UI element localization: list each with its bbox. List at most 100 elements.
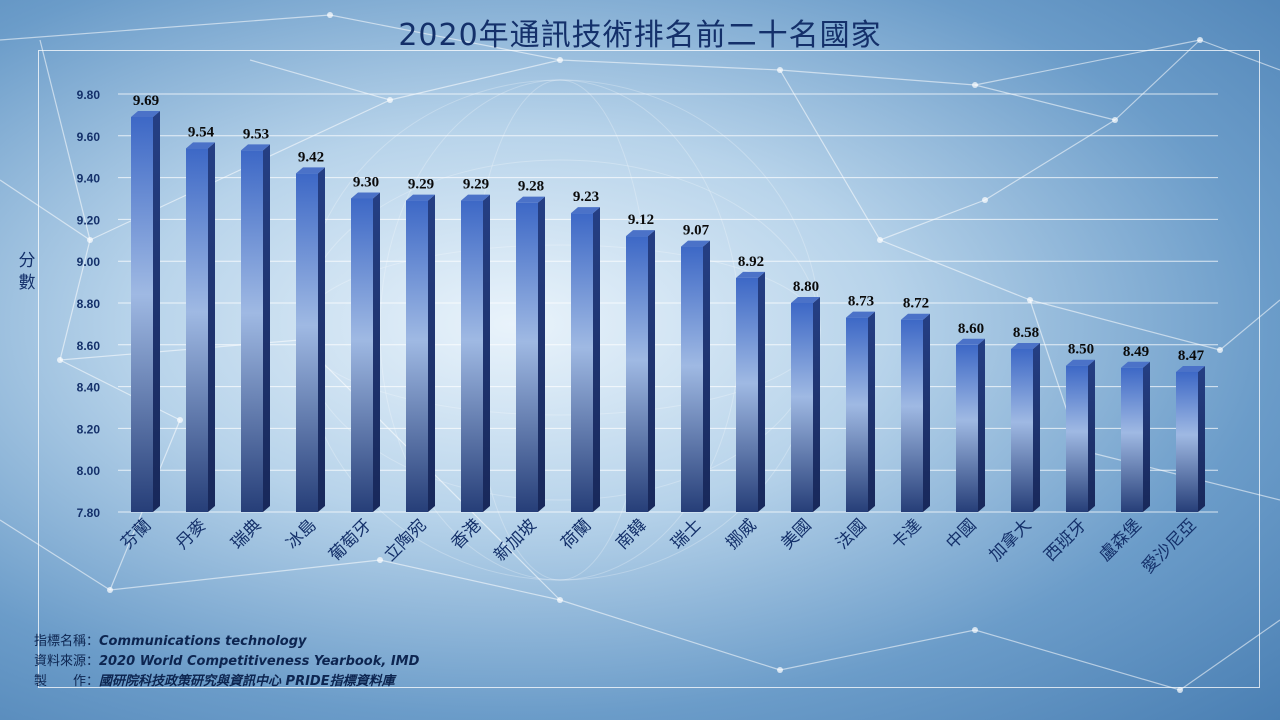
bar-top [1066, 359, 1095, 366]
bar [1121, 367, 1143, 512]
y-tick-label: 9.20 [77, 213, 101, 227]
data-label: 9.42 [298, 149, 324, 165]
notes-block: 指標名稱：Communications technology 資料來源：2020… [34, 632, 419, 692]
bar-side [373, 192, 380, 512]
chart-title: 2020年通訊技術排名前二十名國家 [398, 18, 882, 53]
bar [571, 213, 593, 512]
y-tick-label: 8.00 [77, 464, 101, 478]
y-tick-label: 9.40 [77, 172, 101, 186]
bar [406, 200, 428, 512]
bar-side [1033, 342, 1040, 512]
bar-side [153, 110, 160, 513]
x-tick-label: 葡萄牙 [325, 515, 375, 565]
note-producer: 製 作：國研院科技政策研究與資訊中心 PRIDE指標資料庫 [34, 672, 419, 692]
bar-side [593, 207, 600, 512]
bar-side [648, 230, 655, 512]
x-tick-label: 加拿大 [985, 515, 1036, 566]
bar-top [186, 142, 215, 149]
y-tick-label: 8.60 [77, 339, 101, 353]
note-indicator-label: 指標名稱： [34, 634, 100, 649]
data-label: 9.29 [463, 177, 489, 193]
y-axis-label-char: 數 [18, 273, 36, 293]
x-tick-label: 南韓 [612, 515, 650, 553]
note-producer-label: 製 作： [34, 674, 100, 689]
x-tick-label: 愛沙尼亞 [1138, 515, 1200, 577]
x-tick-label: 中國 [942, 515, 980, 553]
y-tick-label: 9.60 [77, 130, 101, 144]
y-axis-label-char: 分 [18, 251, 36, 271]
chart-frame [38, 50, 1260, 688]
bar-top [901, 313, 930, 320]
bar-top [791, 297, 820, 303]
bar [241, 150, 263, 512]
bar-side [758, 271, 765, 512]
data-label: 8.58 [1013, 325, 1039, 341]
data-label: 9.12 [628, 212, 654, 228]
bar-side [428, 194, 435, 512]
bar-side [483, 194, 490, 512]
bar [351, 198, 373, 512]
bar-top [1176, 365, 1205, 372]
x-tick-label: 西班牙 [1040, 515, 1090, 565]
x-tick-label: 卡達 [887, 515, 925, 553]
x-tick-label: 荷蘭 [557, 515, 595, 553]
bar-top [351, 192, 380, 199]
note-indicator: 指標名稱：Communications technology [34, 632, 419, 652]
bar-side [1198, 365, 1205, 512]
bar-top [626, 230, 655, 237]
x-tick-label: 立陶宛 [380, 515, 430, 565]
x-tick-label: 丹麥 [172, 515, 210, 553]
data-label: 8.80 [793, 279, 819, 295]
bar [131, 116, 153, 513]
data-label: 9.30 [353, 175, 379, 191]
x-tick-label: 瑞典 [227, 515, 265, 553]
data-label: 9.28 [518, 179, 544, 195]
data-label: 8.60 [958, 321, 984, 337]
data-label: 8.47 [1178, 348, 1205, 364]
data-label: 9.07 [683, 223, 710, 239]
bar-side [538, 196, 545, 512]
y-tick-label: 8.80 [77, 297, 101, 311]
bar-side [868, 311, 875, 512]
data-label: 9.23 [573, 189, 599, 205]
bar [186, 148, 208, 512]
bar [846, 317, 868, 512]
data-label: 8.73 [848, 294, 874, 310]
y-tick-label: 7.80 [77, 506, 101, 520]
x-tick-label: 瑞士 [667, 515, 705, 553]
x-tick-label: 盧森堡 [1095, 515, 1145, 565]
y-axis-label: 分數 [14, 250, 40, 294]
x-tick-label: 法國 [832, 515, 870, 553]
data-label: 9.53 [243, 126, 269, 142]
bar [736, 277, 758, 512]
data-label: 9.29 [408, 177, 434, 193]
x-tick-label: 新加坡 [490, 515, 540, 565]
bar [1011, 348, 1033, 512]
x-tick-label: 冰島 [282, 515, 320, 553]
bar-top [681, 240, 710, 247]
y-tick-label: 9.80 [77, 88, 101, 102]
data-label: 8.72 [903, 296, 929, 312]
y-tick-label: 8.20 [77, 422, 101, 436]
bar-top [956, 338, 985, 345]
bar-top [736, 271, 765, 278]
bar [516, 202, 538, 512]
y-tick-label: 8.40 [77, 381, 101, 395]
bar [461, 200, 483, 512]
bar [901, 319, 923, 512]
bar-top [516, 196, 545, 203]
x-tick-label: 香港 [447, 515, 485, 553]
data-label: 8.92 [738, 254, 764, 270]
bar-top [571, 207, 600, 214]
bar-side [208, 142, 215, 512]
bar-top [406, 194, 435, 201]
note-source-label: 資料來源： [34, 654, 100, 669]
data-label: 8.50 [1068, 342, 1094, 358]
note-indicator-value: Communications technology [99, 634, 307, 649]
x-tick-label: 挪威 [722, 515, 760, 553]
bar-side [703, 240, 710, 512]
note-source: 資料來源：2020 World Competitiveness Yearbook… [34, 652, 419, 672]
bar-top [1011, 342, 1040, 349]
bar-side [923, 313, 930, 512]
note-producer-value: 國研院科技政策研究與資訊中心 PRIDE指標資料庫 [99, 674, 395, 689]
